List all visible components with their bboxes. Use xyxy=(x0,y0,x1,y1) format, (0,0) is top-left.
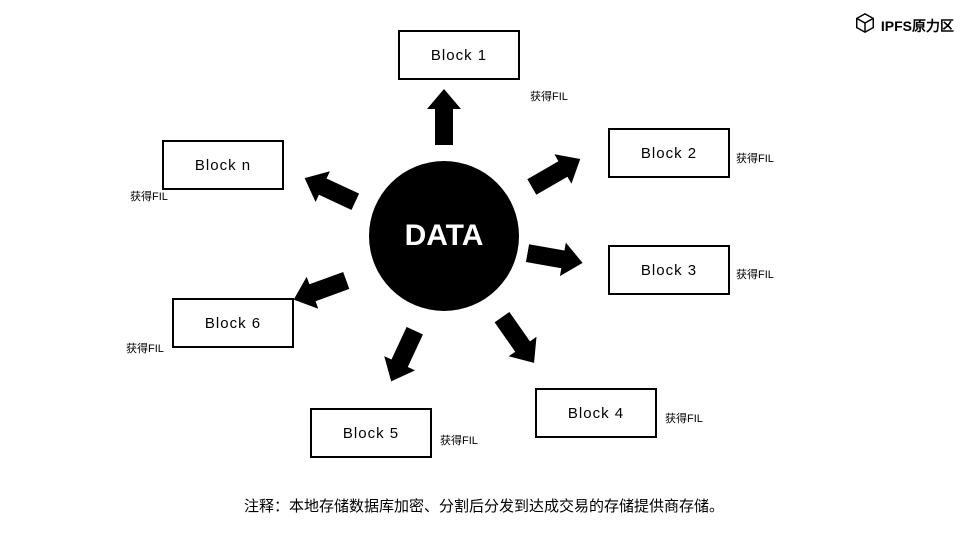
fil-label: 获得FIL xyxy=(665,410,703,426)
arrow-icon xyxy=(427,89,461,145)
block-node: Block 1 xyxy=(398,30,520,80)
block-node: Block 2 xyxy=(608,128,730,178)
logo: IPFS原力区 xyxy=(854,12,954,39)
block-label: Block 6 xyxy=(205,315,261,332)
arrow-icon xyxy=(524,236,585,279)
block-node: Block 3 xyxy=(608,245,730,295)
arrow-icon xyxy=(376,323,430,388)
fil-label: 获得FIL xyxy=(130,188,168,204)
arrow-icon xyxy=(488,307,548,372)
block-label: Block 2 xyxy=(641,145,697,162)
data-center-node: DATA xyxy=(369,161,519,311)
fil-label: 获得FIL xyxy=(126,340,164,356)
diagram-caption: 注释：本地存储数据库加密、分割后分发到达成交易的存储提供商存储。 xyxy=(0,495,968,516)
arrow-icon xyxy=(288,264,352,315)
block-label: Block 5 xyxy=(343,425,399,442)
data-center-label: DATA xyxy=(405,219,484,253)
fil-label: 获得FIL xyxy=(530,88,568,104)
block-node: Block 6 xyxy=(172,298,294,348)
logo-text: IPFS原力区 xyxy=(881,16,954,36)
block-node: Block n xyxy=(162,140,284,190)
block-label: Block 3 xyxy=(641,262,697,279)
ipfs-cube-icon xyxy=(854,12,876,39)
fil-label: 获得FIL xyxy=(736,150,774,166)
block-node: Block 5 xyxy=(310,408,432,458)
block-label: Block n xyxy=(195,157,251,174)
fil-label: 获得FIL xyxy=(736,266,774,282)
block-label: Block 4 xyxy=(568,405,624,422)
arrow-icon xyxy=(297,163,362,217)
block-label: Block 1 xyxy=(431,47,487,64)
block-node: Block 4 xyxy=(535,388,657,438)
arrow-icon xyxy=(523,144,588,201)
fil-label: 获得FIL xyxy=(440,432,478,448)
